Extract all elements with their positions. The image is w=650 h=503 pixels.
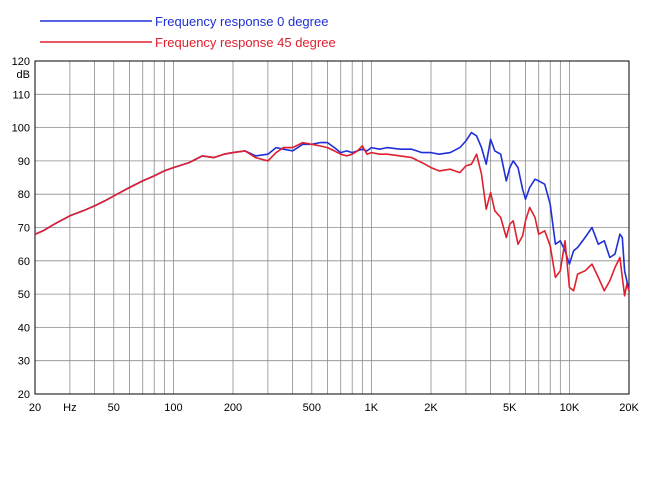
x-tick-label: 5K bbox=[503, 402, 517, 414]
y-tick-label: 90 bbox=[18, 156, 30, 168]
legend-label-1: Frequency response 45 degree bbox=[155, 35, 336, 50]
legend: Frequency response 0 degree Frequency res… bbox=[40, 14, 336, 50]
y-tick-label: 40 bbox=[18, 322, 30, 334]
series-line-1 bbox=[34, 141, 630, 297]
y-axis-ticks: 20 30 40 50 60 70 80 90 100 110 120 bbox=[12, 56, 30, 401]
grid-layer bbox=[35, 61, 629, 394]
y-tick-label: 30 bbox=[18, 356, 30, 368]
x-tick-label: 20 bbox=[29, 402, 41, 414]
y-tick-label: 100 bbox=[12, 123, 30, 135]
x-tick-label: 200 bbox=[224, 402, 242, 414]
plot-frame bbox=[34, 60, 630, 395]
x-tick-label: 20K bbox=[619, 402, 639, 414]
x-tick-label: 100 bbox=[164, 402, 182, 414]
x-axis-ticks: 20 50 100 200 500 1K 2K 5K 10K 20K Hz bbox=[29, 402, 640, 414]
x-tick-label: 10K bbox=[560, 402, 580, 414]
x-tick-label: 1K bbox=[365, 402, 379, 414]
y-tick-label: 50 bbox=[18, 289, 30, 301]
legend-label-0: Frequency response 0 degree bbox=[155, 14, 328, 29]
y-tick-label: 20 bbox=[18, 389, 30, 401]
x-tick-label: 500 bbox=[303, 402, 321, 414]
y-tick-label: 60 bbox=[18, 256, 30, 268]
y-tick-label: 120 bbox=[12, 56, 30, 68]
x-axis-unit-label: Hz bbox=[63, 402, 76, 414]
series-layer bbox=[34, 131, 630, 297]
y-axis-unit-label: dB bbox=[17, 69, 30, 81]
y-tick-label: 110 bbox=[12, 89, 30, 101]
y-tick-label: 70 bbox=[18, 223, 30, 235]
y-tick-label: 80 bbox=[18, 189, 30, 201]
x-tick-label: 50 bbox=[108, 402, 120, 414]
x-tick-label: 2K bbox=[424, 402, 438, 414]
